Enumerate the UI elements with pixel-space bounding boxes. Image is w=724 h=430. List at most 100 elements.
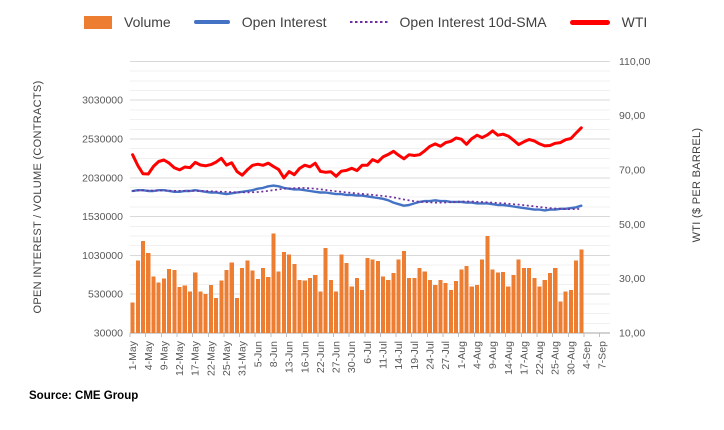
volume-bar	[255, 279, 260, 333]
x-tick-label: 22-Aug	[534, 341, 546, 375]
x-tick-label: 9-Aug	[487, 341, 499, 369]
x-tick-label: 9-May	[158, 340, 170, 370]
volume-bar	[271, 233, 276, 333]
x-tick-label: 19-Jul	[409, 341, 421, 370]
open-interest-line	[131, 184, 583, 212]
y-tick-label-left: 530000	[88, 289, 123, 301]
x-tick-label: 17-Aug	[518, 341, 530, 375]
volume-bar	[234, 298, 239, 333]
volume-bar	[542, 279, 547, 333]
x-tick-label: 12-May	[174, 340, 186, 376]
wti-swatch	[569, 19, 610, 25]
y-tick-label-left: 30000	[94, 328, 123, 340]
volume-bar	[187, 291, 193, 333]
volume-bar	[563, 291, 568, 333]
y-tick-label-left: 1030000	[82, 250, 123, 262]
volume-bar	[141, 241, 146, 333]
volume-bar	[365, 258, 370, 333]
y-tick-label-right: 110,00	[619, 56, 650, 68]
volume-bar	[135, 260, 140, 333]
volume-bar	[511, 274, 516, 333]
wti-line	[131, 126, 583, 180]
source-note: Source: CME Group	[29, 390, 139, 402]
volume-bar	[334, 291, 339, 333]
volume-bar	[151, 276, 156, 333]
y-tick-label-left: 3030000	[82, 95, 123, 107]
volume-swatch	[84, 15, 112, 29]
volume-bar	[469, 286, 474, 333]
legend-label-volume: Volume	[124, 14, 171, 30]
right-axis-title: WTI ($ PER BARREL)	[691, 127, 703, 243]
volume-bar	[307, 277, 313, 333]
volume-bar	[381, 276, 386, 333]
x-tick-label: 30-Aug	[565, 341, 577, 375]
volume-bar	[412, 277, 417, 333]
legend-label-sma: Open Interest 10d-SMA	[399, 14, 547, 30]
volume-bar	[208, 284, 213, 333]
volume-bar	[386, 279, 391, 333]
volume-bar	[448, 289, 453, 333]
volume-bar	[344, 263, 349, 333]
volume-bar	[506, 286, 511, 333]
volume-bar	[370, 259, 375, 333]
x-tick-label: 7-Sep	[597, 341, 609, 369]
x-tick-label: 5-Jun	[252, 341, 264, 367]
volume-bar	[182, 285, 187, 333]
volume-bar	[161, 278, 166, 333]
x-tick-label: 24-Jul	[425, 341, 437, 370]
x-tick-label: 30-Jun	[346, 341, 358, 373]
y-tick-label-right: 50,00	[619, 219, 645, 231]
volume-bar	[266, 277, 271, 333]
y-tick-label-right: 30,00	[619, 273, 645, 285]
volume-bar	[177, 287, 182, 333]
volume-bar	[245, 260, 250, 333]
x-tick-label: 11-Jul	[378, 341, 390, 369]
volume-bar	[219, 280, 224, 333]
volume-bar	[527, 267, 532, 333]
volume-bar	[407, 277, 412, 333]
volume-bar	[490, 269, 495, 333]
x-tick-label: 1-May	[127, 340, 139, 370]
y-tick-label-left: 2030000	[82, 172, 123, 184]
x-tick-label: 4-May	[143, 340, 155, 370]
volume-bar	[417, 267, 422, 333]
volume-bar	[172, 269, 177, 333]
volume-bar	[433, 284, 438, 333]
volume-bar	[553, 267, 558, 333]
x-tick-label: 22-Jun	[315, 341, 327, 373]
volume-bar	[318, 291, 323, 333]
volume-bar	[328, 279, 333, 333]
left-axis-title: OPEN INTEREST / VOLUME (CONTRACTS)	[32, 80, 44, 314]
volume-bar	[574, 260, 579, 333]
x-tick-label: 13-Jun	[284, 341, 296, 373]
volume-bar	[240, 267, 245, 333]
volume-bar	[193, 272, 198, 333]
volume-bar	[454, 281, 459, 333]
volume-bar	[480, 259, 485, 333]
volume-bar	[396, 259, 401, 333]
volume-bar	[281, 251, 286, 333]
open-interest-sma-line	[132, 187, 582, 211]
volume-bar	[250, 270, 255, 333]
y-tick-label-right: 10,00	[619, 328, 645, 340]
x-tick-label: 4-Aug	[471, 341, 483, 369]
volume-bar	[521, 267, 526, 333]
volume-bar	[214, 298, 219, 333]
volume-bar	[261, 267, 266, 333]
x-tick-label: 25-May	[221, 340, 233, 376]
volume-bar	[401, 251, 406, 333]
volume-bar	[276, 271, 281, 333]
y-tick-label-right: 70,00	[619, 165, 645, 177]
volume-bar	[354, 277, 359, 333]
legend-item-sma: Open Interest 10d-SMA	[349, 14, 547, 30]
volume-bar	[485, 236, 490, 333]
volume-bar	[495, 272, 500, 333]
volume-bar	[532, 277, 537, 333]
volume-bar	[568, 289, 573, 333]
x-tick-label: 27-Jul	[440, 341, 452, 370]
volume-bar	[558, 301, 563, 333]
open-interest-swatch	[193, 20, 230, 24]
volume-bar	[443, 282, 448, 333]
